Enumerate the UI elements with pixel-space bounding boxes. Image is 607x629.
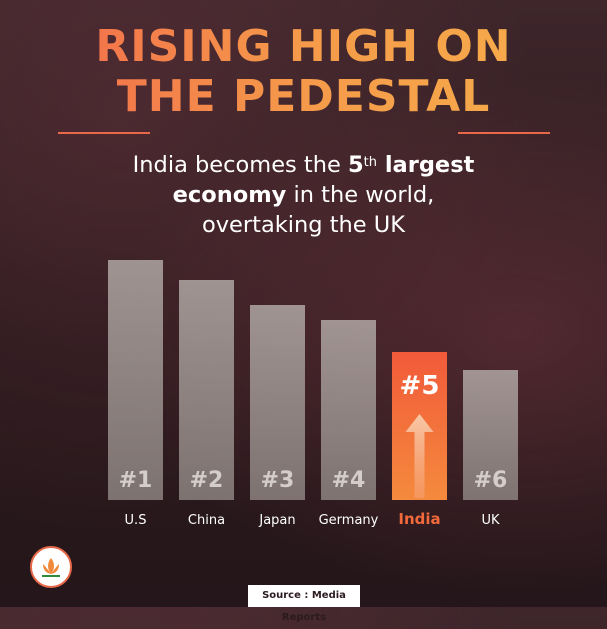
subtitle-sup: th xyxy=(363,155,377,170)
bar-us xyxy=(108,260,163,500)
divider-right xyxy=(458,132,550,134)
category-label: UK xyxy=(481,513,500,528)
rank-label: #3 xyxy=(261,468,295,493)
rank-label: #2 xyxy=(190,468,224,493)
title-line-1: RISING HIGH ON xyxy=(0,22,607,72)
rank-label: #1 xyxy=(119,468,153,493)
rank-label: #4 xyxy=(332,468,366,493)
rank-label: #5 xyxy=(400,371,440,401)
category-label: India xyxy=(398,510,440,528)
bar-uk xyxy=(463,370,518,500)
rank-label: #6 xyxy=(474,468,508,493)
lotus-logo-icon xyxy=(30,546,72,588)
subtitle-line-2: economy in the world, xyxy=(0,180,607,210)
bar-chart: #1 U.S #2 China #3 Japan #4 Germany #5 India #6 UK xyxy=(108,260,518,528)
subtitle-text: India becomes the xyxy=(132,152,348,178)
title-line-2: THE PEDESTAL xyxy=(0,72,607,122)
category-label: China xyxy=(188,513,225,528)
category-label: U.S xyxy=(125,513,147,528)
category-label: Japan xyxy=(258,513,295,528)
bar-japan xyxy=(250,305,305,500)
subtitle-bold: economy xyxy=(172,182,287,208)
subtitle-line-1: India becomes the 5th largest xyxy=(0,150,607,180)
category-label: Germany xyxy=(319,513,379,528)
source-label: Source : Media Reports xyxy=(248,585,360,623)
subtitle-bold: 5 xyxy=(348,152,364,178)
divider-left xyxy=(58,132,150,134)
subtitle: India becomes the 5th largest economy in… xyxy=(0,150,607,240)
subtitle-text: in the world, xyxy=(286,182,435,208)
lotus-icon xyxy=(42,558,60,577)
subtitle-bold: largest xyxy=(377,152,475,178)
bar-china xyxy=(179,280,234,500)
rising-arrow-icon xyxy=(405,414,434,498)
subtitle-line-3: overtaking the UK xyxy=(201,212,406,238)
bar-germany xyxy=(321,320,376,500)
